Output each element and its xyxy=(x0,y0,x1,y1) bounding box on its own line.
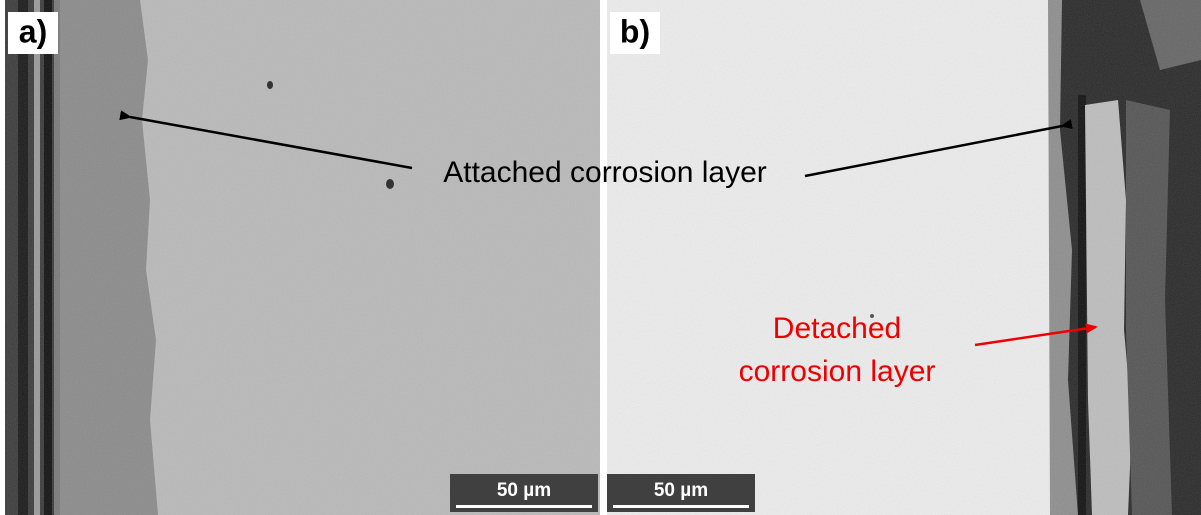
annotation: corrosion layer xyxy=(739,355,936,388)
panel-label: b) xyxy=(620,13,650,49)
scale-bar-label: 50 µm xyxy=(654,480,708,501)
scale-bar xyxy=(456,505,592,508)
texture xyxy=(5,0,600,515)
figure: a) 50 µm b) 50 µm Attached corrosion lay… xyxy=(0,0,1201,515)
annotation: Attached corrosion layer xyxy=(443,156,767,189)
pore xyxy=(386,179,394,189)
annotation: Detached xyxy=(773,312,901,345)
pore xyxy=(267,81,273,89)
panel-b: b) 50 µm xyxy=(607,0,1201,515)
scale-bar xyxy=(613,505,749,508)
panel-label: a) xyxy=(19,13,47,49)
panel-a: a) 50 µm xyxy=(5,0,600,515)
texture xyxy=(607,0,1201,515)
scale-bar-label: 50 µm xyxy=(497,480,551,501)
